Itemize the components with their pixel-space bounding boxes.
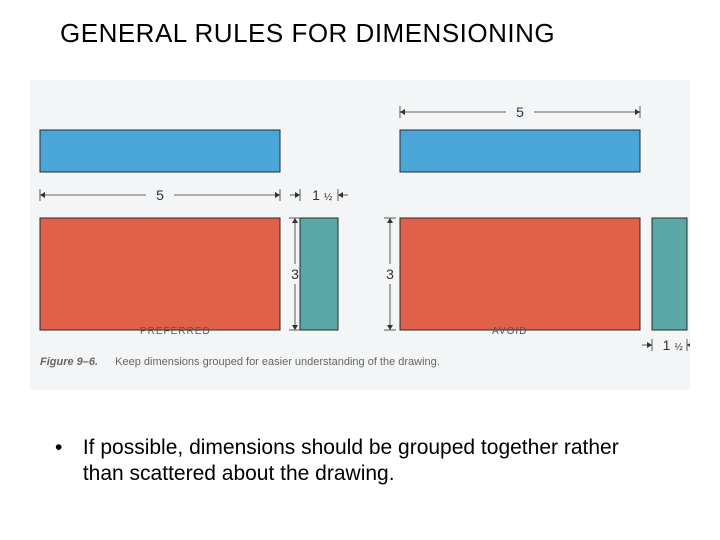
svg-text:3: 3 <box>291 266 299 282</box>
slide-title: GENERAL RULES FOR DIMENSIONING <box>60 18 555 49</box>
figure-caption-text: Keep dimensions grouped for easier under… <box>115 356 440 368</box>
figure-number: Figure 9–6. <box>40 356 98 368</box>
svg-text:5: 5 <box>156 187 164 203</box>
svg-text:3: 3 <box>386 266 394 282</box>
svg-text:½: ½ <box>324 192 333 203</box>
svg-text:½: ½ <box>675 342 684 353</box>
figure-caption: Figure 9–6. Keep dimensions grouped for … <box>40 356 440 368</box>
dimensioning-diagram: 51½3531½ <box>30 80 690 390</box>
svg-text:1: 1 <box>663 337 671 353</box>
svg-text:1: 1 <box>312 187 320 203</box>
bullet-marker: • <box>55 435 77 461</box>
label-avoid: AVOID <box>492 326 527 337</box>
label-preferred: PREFERRED <box>140 326 211 337</box>
figure-area: 51½3531½ PREFERRED AVOID Figure 9–6. Kee… <box>30 80 690 390</box>
svg-text:5: 5 <box>516 104 524 120</box>
bullet-point: • If possible, dimensions should be grou… <box>55 435 655 488</box>
bullet-text: If possible, dimensions should be groupe… <box>83 435 643 488</box>
